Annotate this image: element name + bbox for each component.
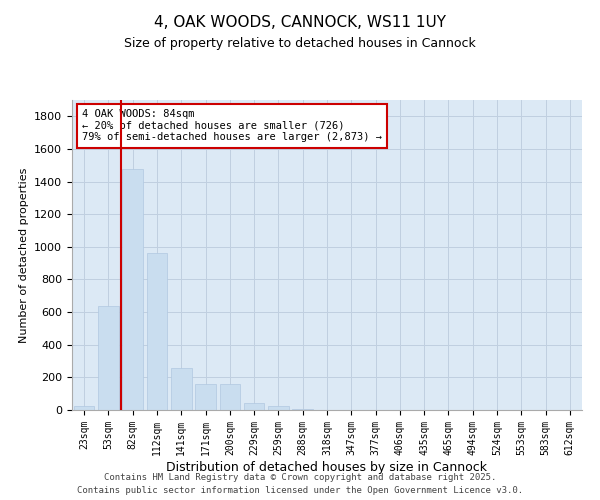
Bar — [244, 402, 265, 410]
Bar — [98, 306, 119, 410]
Text: Size of property relative to detached houses in Cannock: Size of property relative to detached ho… — [124, 38, 476, 51]
Text: 4 OAK WOODS: 84sqm
← 20% of detached houses are smaller (726)
79% of semi-detach: 4 OAK WOODS: 84sqm ← 20% of detached hou… — [82, 110, 382, 142]
Text: Contains HM Land Registry data © Crown copyright and database right 2025.
Contai: Contains HM Land Registry data © Crown c… — [77, 474, 523, 495]
Bar — [220, 384, 240, 410]
Bar — [146, 254, 167, 410]
Bar — [74, 406, 94, 410]
Bar — [268, 406, 289, 410]
Bar — [292, 408, 313, 410]
Y-axis label: Number of detached properties: Number of detached properties — [19, 168, 29, 342]
Bar — [195, 384, 216, 410]
Bar — [171, 368, 191, 410]
X-axis label: Distribution of detached houses by size in Cannock: Distribution of detached houses by size … — [167, 460, 487, 473]
Text: 4, OAK WOODS, CANNOCK, WS11 1UY: 4, OAK WOODS, CANNOCK, WS11 1UY — [154, 15, 446, 30]
Bar — [122, 168, 143, 410]
